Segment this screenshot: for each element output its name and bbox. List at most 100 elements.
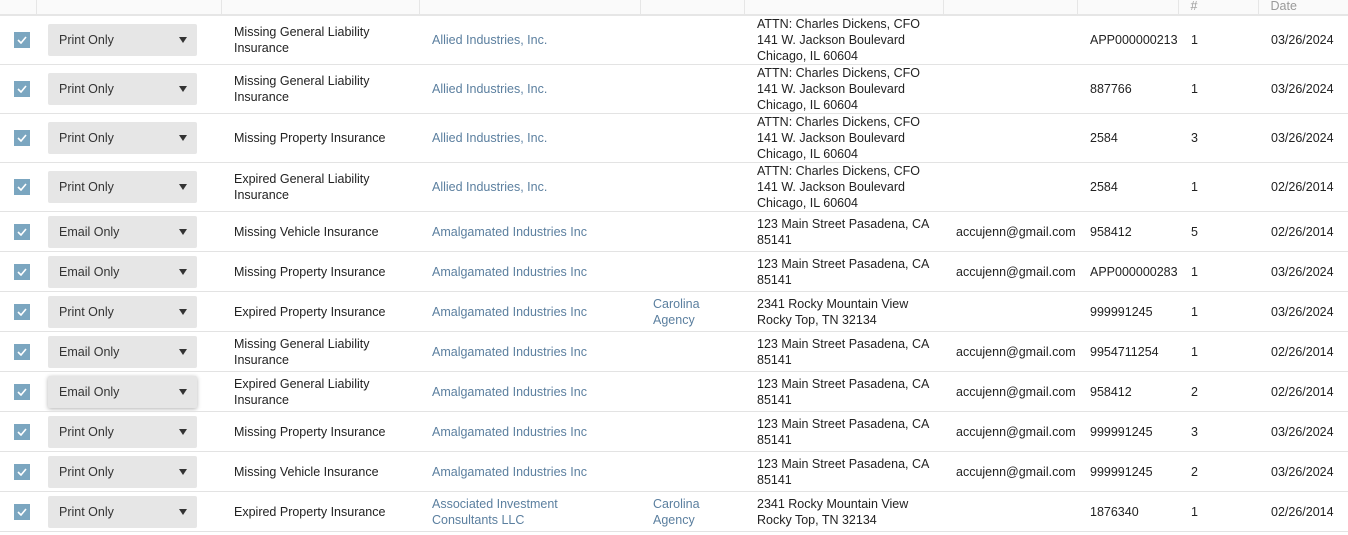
count: 1 (1178, 291, 1258, 332)
agency-link[interactable]: Carolina Agency (653, 296, 700, 327)
delivery-method-select[interactable]: Print Only (48, 24, 197, 56)
select-cell (0, 251, 36, 292)
email (943, 291, 1077, 332)
checkmark-icon (17, 267, 27, 276)
delivery-method-select[interactable]: Print Only (48, 171, 197, 203)
certificate-number: 999991245 (1077, 411, 1178, 452)
delivery-cell: Print Only (36, 411, 221, 452)
header-delivery[interactable] (35, 0, 221, 16)
checkmark-icon (17, 134, 27, 142)
header-row: # Date (0, 0, 1348, 16)
insured-link[interactable]: Allied Industries, Inc. (432, 180, 548, 194)
header-insured[interactable] (418, 0, 640, 16)
header-type[interactable] (220, 0, 419, 16)
delivery-method-value: Print Only (59, 464, 114, 479)
delivery-cell: Print Only (36, 15, 221, 65)
row-checkbox[interactable] (14, 223, 30, 240)
count: 5 (1178, 211, 1258, 252)
address: 123 Main Street Pasadena, CA 85141 (744, 251, 943, 292)
delivery-cell: Email Only (36, 251, 221, 292)
row-checkbox[interactable] (14, 303, 30, 320)
select-cell (0, 451, 36, 492)
insured-link[interactable]: Amalgamated Industries Inc (432, 224, 587, 239)
select-cell (0, 64, 36, 114)
insured-link[interactable]: Amalgamated Industries Inc (432, 304, 587, 319)
date: 03/26/2024 (1258, 15, 1348, 65)
delivery-method-select[interactable]: Email Only (48, 215, 197, 248)
row-checkbox[interactable] (14, 81, 30, 97)
delivery-method-select[interactable]: Email Only (48, 335, 197, 368)
certificate-number: 887766 (1077, 64, 1178, 114)
letter-type: Missing General Liability Insurance (221, 331, 419, 372)
letter-type: Missing Property Insurance (221, 411, 419, 452)
delivery-method-select[interactable]: Print Only (48, 415, 197, 448)
certificate-number: 2584 (1077, 162, 1178, 212)
date: 02/26/2014 (1258, 211, 1348, 252)
caret-down-icon (179, 184, 187, 190)
delivery-cell: Print Only (36, 113, 221, 163)
checkmark-icon (17, 507, 27, 516)
insured-link[interactable]: Amalgamated Industries Inc (432, 264, 587, 279)
insured-link[interactable]: Allied Industries, Inc. (432, 82, 548, 96)
delivery-cell: Print Only (36, 451, 221, 492)
insured-link[interactable]: Allied Industries, Inc. (432, 33, 548, 47)
email (943, 491, 1077, 532)
row-checkbox[interactable] (14, 463, 30, 480)
header-email[interactable] (942, 0, 1077, 16)
row-checkbox[interactable] (14, 263, 30, 280)
delivery-method-select[interactable]: Print Only (48, 122, 197, 154)
insured-link[interactable]: Associated Investment Consultants LLC (432, 496, 558, 527)
delivery-method-value: Email Only (59, 344, 120, 359)
delivery-method-select[interactable]: Print Only (48, 295, 197, 328)
table-row: Print Only Missing Property Insurance Amal… (0, 411, 1348, 452)
insured-cell: Amalgamated Industries Inc (419, 331, 640, 372)
row-checkbox[interactable] (14, 179, 30, 195)
letter-type: Missing General Liability Insurance (221, 15, 419, 65)
header-count[interactable]: # (1177, 0, 1258, 16)
delivery-cell: Print Only (36, 162, 221, 212)
header-select[interactable] (0, 0, 36, 16)
delivery-method-select[interactable]: Print Only (48, 455, 197, 488)
insured-cell: Amalgamated Industries Inc (419, 251, 640, 292)
caret-down-icon (179, 508, 187, 515)
insured-link[interactable]: Amalgamated Industries Inc (432, 344, 587, 359)
insured-cell: Amalgamated Industries Inc (419, 451, 640, 492)
caret-down-icon (179, 268, 187, 275)
insured-link[interactable]: Amalgamated Industries Inc (432, 464, 587, 479)
insured-link[interactable]: Amalgamated Industries Inc (432, 424, 587, 439)
delivery-method-value: Print Only (59, 33, 114, 47)
letter-type: Missing Property Insurance (221, 113, 419, 163)
row-checkbox[interactable] (14, 383, 30, 400)
row-checkbox[interactable] (14, 343, 30, 360)
header-certificate[interactable] (1076, 0, 1178, 16)
row-checkbox[interactable] (14, 423, 30, 440)
insured-link[interactable]: Allied Industries, Inc. (432, 131, 548, 145)
agency-link[interactable]: Carolina Agency (653, 496, 700, 527)
caret-down-icon (179, 348, 187, 355)
address: ATTN: Charles Dickens, CFO 141 W. Jackso… (744, 15, 943, 65)
header-agency[interactable] (639, 0, 744, 16)
row-checkbox[interactable] (14, 130, 30, 146)
header-date[interactable]: Date (1257, 0, 1348, 16)
date: 02/26/2014 (1258, 331, 1348, 372)
row-checkbox[interactable] (14, 32, 30, 48)
address: 2341 Rocky Mountain View Rocky Top, TN 3… (744, 291, 943, 332)
delivery-method-select[interactable]: Email Only (48, 375, 197, 408)
delivery-method-select[interactable]: Email Only (48, 255, 197, 288)
email: accujenn@gmail.com (943, 251, 1077, 292)
email: accujenn@gmail.com (943, 371, 1077, 412)
table-row: Print Only Expired General Liability Insu… (0, 162, 1348, 212)
row-checkbox[interactable] (14, 503, 30, 520)
agency-cell (640, 64, 744, 114)
insured-cell: Amalgamated Industries Inc (419, 371, 640, 412)
header-address[interactable] (743, 0, 943, 16)
insured-link[interactable]: Amalgamated Industries Inc (432, 384, 587, 399)
select-cell (0, 15, 36, 65)
caret-down-icon (179, 228, 187, 235)
letter-type: Expired General Liability Insurance (221, 162, 419, 212)
letter-type: Missing Property Insurance (221, 251, 419, 292)
delivery-method-select[interactable]: Print Only (48, 495, 197, 528)
delivery-cell: Print Only (36, 491, 221, 532)
delivery-method-select[interactable]: Print Only (48, 73, 197, 105)
